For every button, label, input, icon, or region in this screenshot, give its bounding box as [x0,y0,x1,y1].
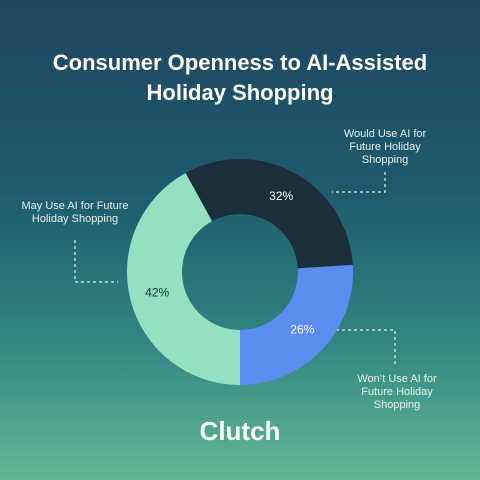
leader-line [74,240,118,283]
leader-line [332,172,386,193]
leader-line [330,329,396,366]
value-label: 26% [290,323,314,337]
leader-lines [74,172,396,366]
legend-label: Won’t Use AI for Future Holiday Shopping [357,373,437,411]
value-label: 32% [269,189,293,203]
brand-logo: Clutch [199,416,281,446]
donut-slice [185,159,353,269]
legend-label: Would Use AI for Future Holiday Shopping [343,128,427,166]
value-label: 42% [145,285,169,299]
legend-label: May Use AI for Future Holiday Shopping [21,200,129,225]
donut-slice [240,264,353,385]
chart-title: Consumer Openness to AI-Assisted Holiday… [52,50,428,105]
donut-slice [126,172,240,385]
